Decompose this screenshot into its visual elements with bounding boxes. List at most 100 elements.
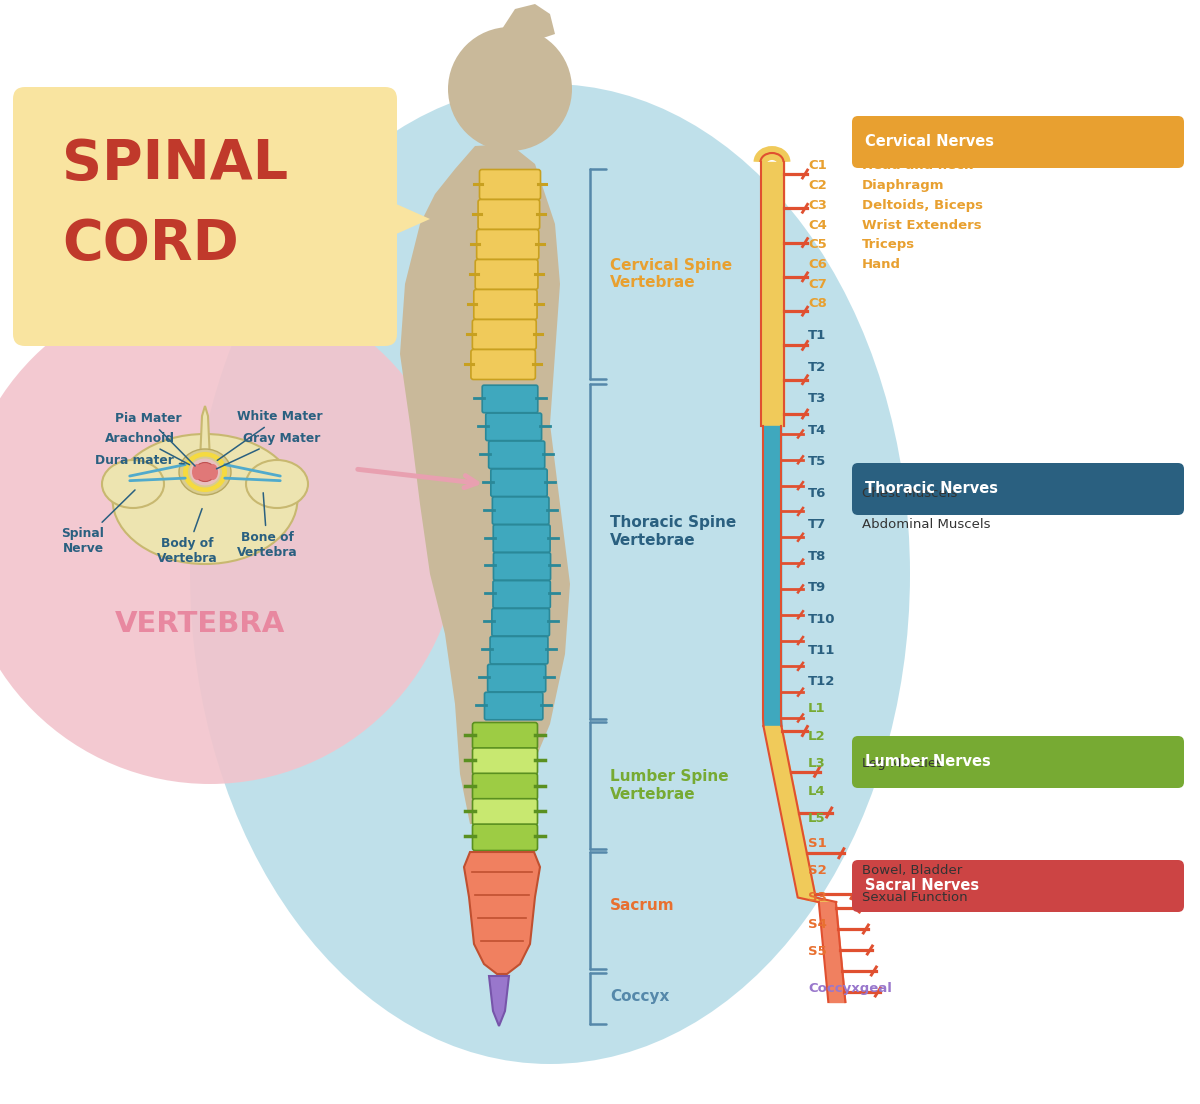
- Text: C5: C5: [808, 238, 827, 252]
- Text: T10: T10: [808, 613, 835, 626]
- Polygon shape: [400, 144, 570, 829]
- Ellipse shape: [190, 84, 910, 1064]
- Text: Spinal
Nerve: Spinal Nerve: [61, 490, 136, 555]
- Text: Arachnoid: Arachnoid: [106, 432, 190, 465]
- FancyBboxPatch shape: [475, 259, 538, 289]
- Text: SPINAL: SPINAL: [62, 137, 288, 191]
- Polygon shape: [385, 199, 430, 238]
- FancyBboxPatch shape: [486, 413, 541, 440]
- Ellipse shape: [102, 460, 164, 508]
- Ellipse shape: [208, 464, 218, 480]
- Text: Cervical Nerves: Cervical Nerves: [865, 135, 994, 149]
- Text: Head and neck: Head and neck: [862, 159, 973, 172]
- Text: S2: S2: [808, 864, 827, 878]
- FancyBboxPatch shape: [488, 440, 545, 468]
- Ellipse shape: [192, 464, 202, 480]
- Text: T8: T8: [808, 550, 827, 563]
- Ellipse shape: [246, 460, 308, 508]
- Text: Thoracic Nerves: Thoracic Nerves: [865, 481, 998, 497]
- Polygon shape: [464, 852, 540, 974]
- Text: L1: L1: [808, 702, 826, 715]
- Ellipse shape: [113, 434, 298, 564]
- Polygon shape: [490, 976, 509, 1026]
- Text: C3: C3: [808, 199, 827, 212]
- Text: L2: L2: [808, 730, 826, 743]
- Text: Sacrum: Sacrum: [610, 898, 674, 913]
- Text: Sacral Nerves: Sacral Nerves: [865, 879, 979, 893]
- Text: Lumber Spine
Vertebrae: Lumber Spine Vertebrae: [610, 769, 728, 802]
- FancyBboxPatch shape: [492, 608, 550, 636]
- Circle shape: [448, 26, 572, 151]
- Text: L3: L3: [808, 757, 826, 771]
- FancyBboxPatch shape: [493, 524, 550, 552]
- Ellipse shape: [188, 456, 222, 488]
- Text: T11: T11: [808, 644, 835, 657]
- Text: Deltoids, Biceps: Deltoids, Biceps: [862, 199, 983, 212]
- Text: Bowel, Bladder: Bowel, Bladder: [862, 864, 962, 878]
- Text: S4: S4: [808, 919, 827, 932]
- Text: Thoracic Spine
Vertebrae: Thoracic Spine Vertebrae: [610, 516, 737, 548]
- FancyBboxPatch shape: [852, 116, 1184, 168]
- FancyBboxPatch shape: [473, 824, 538, 850]
- FancyBboxPatch shape: [493, 553, 551, 581]
- Text: Body of
Vertebra: Body of Vertebra: [157, 509, 217, 565]
- Text: Bone of
Vertebra: Bone of Vertebra: [236, 492, 298, 559]
- FancyBboxPatch shape: [473, 722, 538, 749]
- Text: VERTEBRA: VERTEBRA: [115, 611, 286, 638]
- FancyBboxPatch shape: [473, 798, 538, 825]
- Text: C4: C4: [808, 219, 827, 232]
- Polygon shape: [500, 4, 554, 39]
- Text: T6: T6: [808, 487, 827, 500]
- Text: CORD: CORD: [62, 217, 239, 270]
- Text: Gray Mater: Gray Mater: [216, 432, 320, 469]
- Text: S3: S3: [808, 892, 827, 904]
- Text: C1: C1: [808, 159, 827, 172]
- FancyBboxPatch shape: [473, 319, 536, 350]
- Text: Sexual Function: Sexual Function: [862, 892, 967, 904]
- FancyBboxPatch shape: [852, 463, 1184, 514]
- Text: Cervical Spine
Vertebrae: Cervical Spine Vertebrae: [610, 258, 732, 290]
- FancyBboxPatch shape: [485, 692, 542, 720]
- Text: Dura mater: Dura mater: [95, 454, 185, 467]
- FancyBboxPatch shape: [491, 469, 547, 497]
- Text: T5: T5: [808, 455, 827, 468]
- Text: Lumber Nerves: Lumber Nerves: [865, 754, 991, 769]
- FancyBboxPatch shape: [476, 230, 539, 259]
- FancyBboxPatch shape: [493, 581, 551, 608]
- Polygon shape: [200, 406, 210, 450]
- Text: S5: S5: [808, 945, 827, 958]
- FancyBboxPatch shape: [852, 736, 1184, 788]
- Text: White Mater: White Mater: [217, 410, 323, 460]
- Text: T2: T2: [808, 361, 827, 374]
- Text: Abdominal Muscels: Abdominal Muscels: [862, 518, 990, 531]
- Text: L4: L4: [808, 785, 826, 798]
- Text: Pia Mater: Pia Mater: [115, 412, 196, 466]
- FancyBboxPatch shape: [474, 289, 538, 319]
- Text: T3: T3: [808, 392, 827, 405]
- Ellipse shape: [190, 458, 220, 486]
- FancyBboxPatch shape: [480, 170, 540, 200]
- FancyBboxPatch shape: [487, 665, 546, 692]
- Text: Triceps: Triceps: [862, 238, 916, 252]
- Ellipse shape: [179, 449, 230, 495]
- Text: Diaphragm: Diaphragm: [862, 179, 944, 192]
- FancyBboxPatch shape: [473, 773, 538, 799]
- Text: Wrist Extenders: Wrist Extenders: [862, 219, 982, 232]
- FancyBboxPatch shape: [852, 860, 1184, 912]
- Text: C7: C7: [808, 278, 827, 290]
- Text: Coccyxgeal: Coccyxgeal: [808, 983, 892, 996]
- Text: Coccyx: Coccyx: [610, 989, 670, 1005]
- Text: C6: C6: [808, 258, 827, 272]
- Text: S1: S1: [808, 838, 827, 850]
- Circle shape: [0, 284, 460, 784]
- FancyBboxPatch shape: [478, 200, 540, 230]
- Text: Leg Muscles: Leg Muscles: [862, 757, 943, 771]
- FancyBboxPatch shape: [490, 636, 548, 664]
- Text: T12: T12: [808, 676, 835, 689]
- Text: C8: C8: [808, 297, 827, 310]
- FancyBboxPatch shape: [492, 497, 548, 524]
- Text: T4: T4: [808, 424, 827, 437]
- FancyBboxPatch shape: [13, 87, 397, 346]
- Text: L5: L5: [808, 813, 826, 826]
- FancyBboxPatch shape: [473, 747, 538, 774]
